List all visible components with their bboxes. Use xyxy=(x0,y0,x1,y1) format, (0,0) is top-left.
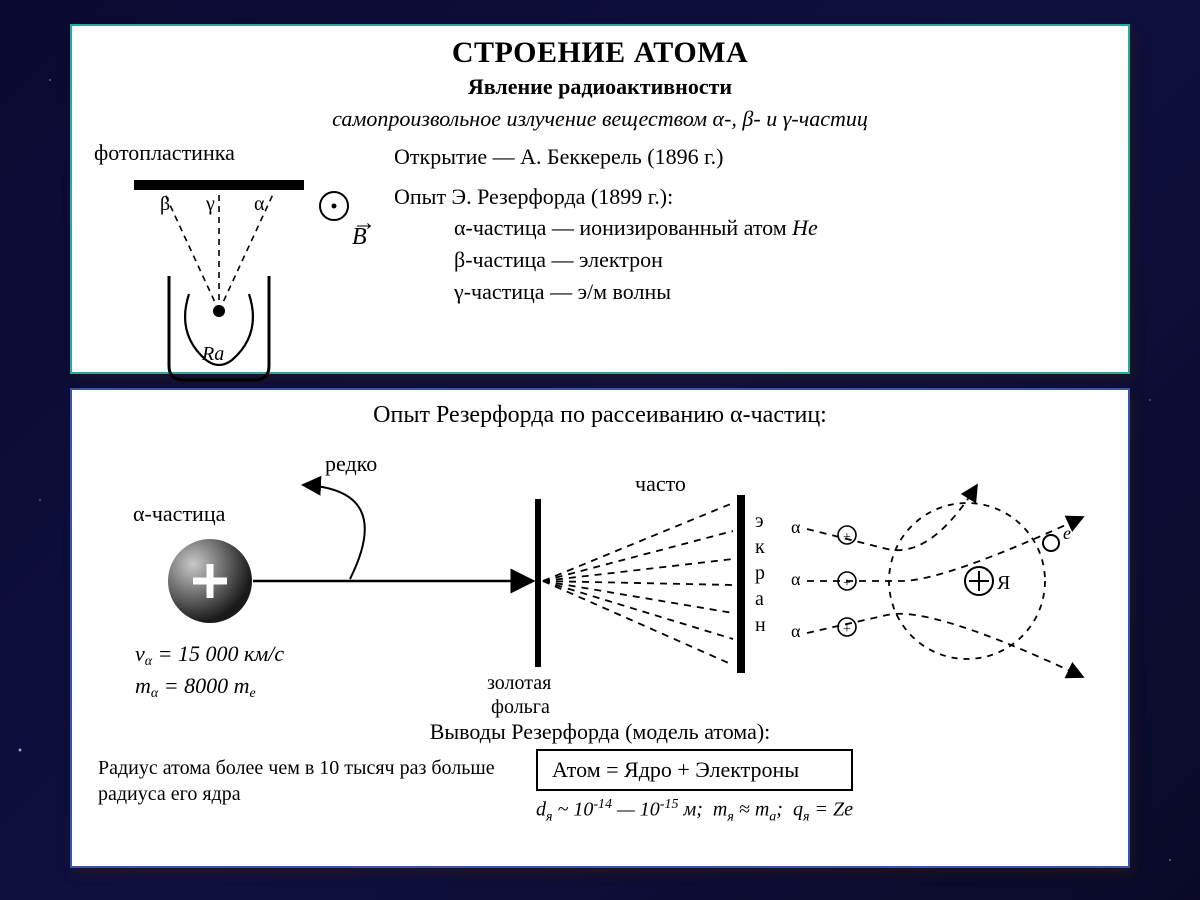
scattering-diagram: α-частица vα = 15 000 км/с mα = 8000 me … xyxy=(95,431,1105,721)
svg-text:+: + xyxy=(843,622,851,637)
nucleus-label: Я xyxy=(997,572,1010,594)
screen-letter-3: р xyxy=(755,562,765,584)
mass-text: mα = 8000 me xyxy=(135,673,256,701)
radioactivity-diagram: фотопластинка β γ α Ra xyxy=(94,140,394,391)
atom-formula-box: Атом = Ядро + Электроны xyxy=(536,749,853,791)
radioactivity-svg: β γ α Ra xyxy=(94,166,374,386)
svg-text:+: + xyxy=(843,530,851,545)
screen-letter-4: а xyxy=(755,588,764,610)
velocity-text: vα = 15 000 км/с xyxy=(135,641,284,669)
beta-label: β xyxy=(160,193,170,215)
rare-label: редко xyxy=(325,451,377,476)
discovery-line: Открытие — А. Беккерель (1896 г.) xyxy=(394,142,1106,172)
svg-text:α: α xyxy=(791,517,801,537)
gold-foil-bar xyxy=(535,499,541,667)
conclusion-title: Выводы Резерфорда (модель атома): xyxy=(92,719,1108,745)
gold-foil-label-1: золотая xyxy=(487,672,551,694)
bfield-dot-icon xyxy=(332,204,337,209)
electron-icon xyxy=(1043,535,1059,551)
ra-label: Ra xyxy=(201,343,224,365)
text-column: Открытие — А. Беккерель (1896 г.) Опыт Э… xyxy=(394,140,1106,391)
fan-rays xyxy=(543,503,733,665)
gamma-desc: γ-частица — э/м волны xyxy=(394,277,1106,307)
scattering-title: Опыт Резерфорда по рассеиванию α-частиц: xyxy=(92,402,1108,429)
screen-bar xyxy=(737,495,745,673)
rutherford-exp-line: Опыт Э. Резерфорда (1899 г.): xyxy=(394,182,1106,212)
gold-foil-label-2: фольга xyxy=(491,696,550,718)
bfield-vector-label: B→ xyxy=(352,224,367,251)
photoplate-label: фотопластинка xyxy=(94,140,394,166)
alpha-label: α xyxy=(254,193,265,215)
gamma-label: γ xyxy=(205,193,215,215)
title-main: СТРОЕНИЕ АТОМА xyxy=(94,36,1106,70)
alpha-plus-markers: α + α + α + xyxy=(791,517,856,641)
beta-desc: β-частица — электрон xyxy=(394,245,1106,275)
alpha-ray xyxy=(219,192,274,311)
alpha-desc: α-частица — ионизированный атом He xyxy=(394,213,1106,243)
photoplate-bar xyxy=(134,180,304,190)
panel-atom-structure: СТРОЕНИЕ АТОМА Явление радиоактивности с… xyxy=(70,24,1130,374)
definition-text: самопроизвольное излучение веществом α-,… xyxy=(94,106,1106,132)
svg-text:α: α xyxy=(791,621,801,641)
screen-letter-5: н xyxy=(755,614,766,636)
svg-text:α: α xyxy=(791,569,801,589)
panel-rutherford-scattering: Опыт Резерфорда по рассеиванию α-частиц:… xyxy=(70,388,1130,868)
radius-note: Радиус атома более чем в 10 тысяч раз бо… xyxy=(92,749,522,807)
alpha-particle-label: α-частица xyxy=(133,501,226,526)
often-label: часто xyxy=(635,471,686,496)
rare-backscatter xyxy=(303,485,365,579)
screen-letter-1: э xyxy=(755,510,764,532)
source-point xyxy=(213,305,225,317)
screen-letter-2: к xyxy=(755,536,765,558)
atom-formula-line: dя ~ 10-14 — 10-15 м; mя ≈ mа; qя = Ze xyxy=(536,797,853,826)
svg-text:+: + xyxy=(843,576,851,591)
electron-label: e xyxy=(1063,523,1071,543)
title-subtitle: Явление радиоактивности xyxy=(94,74,1106,100)
